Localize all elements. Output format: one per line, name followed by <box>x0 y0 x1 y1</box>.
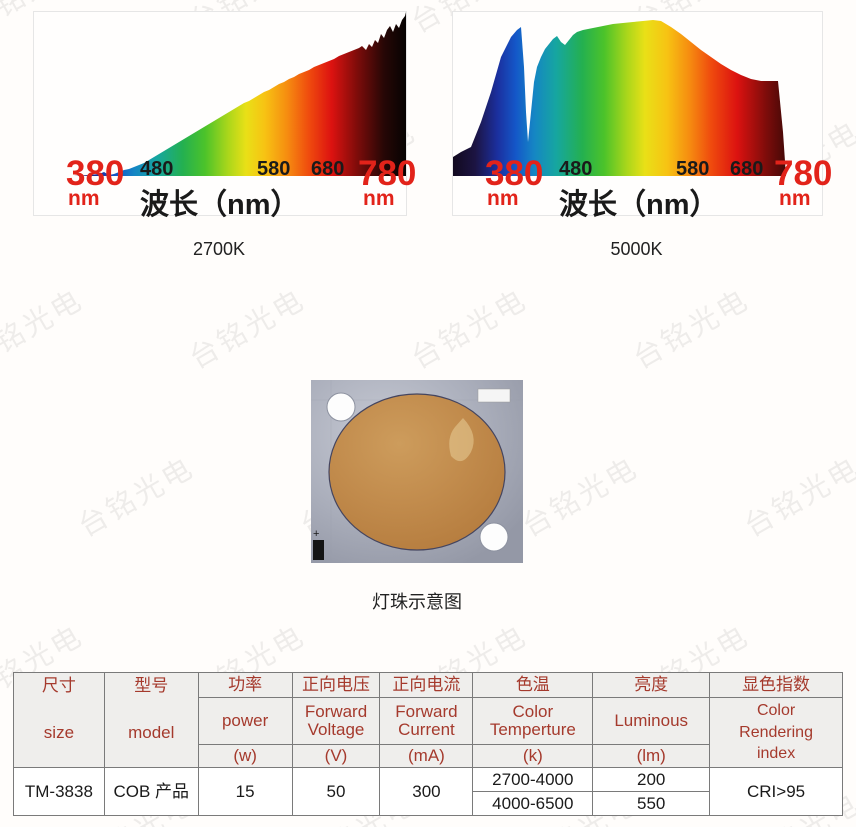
svg-text:+: + <box>313 528 319 540</box>
